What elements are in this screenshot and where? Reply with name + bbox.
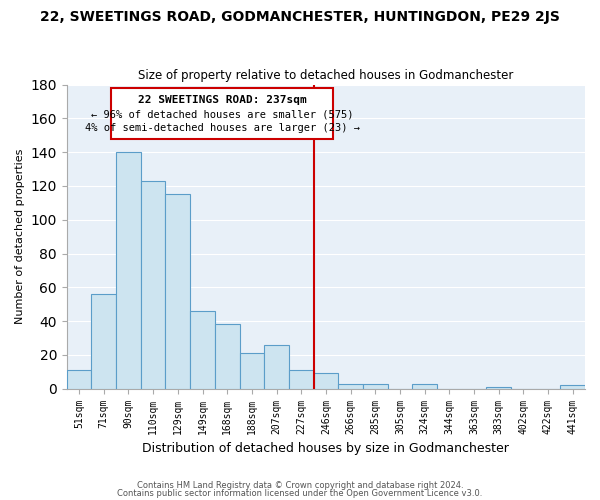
Bar [166,194,190,388]
Bar [91,294,116,388]
Bar [141,181,166,388]
Bar [486,387,511,388]
Bar [239,353,264,388]
Bar [264,345,289,389]
Bar [67,370,91,388]
Bar [116,152,141,388]
Text: Contains HM Land Registry data © Crown copyright and database right 2024.: Contains HM Land Registry data © Crown c… [137,481,463,490]
Bar [363,384,388,388]
Bar [190,311,215,388]
Y-axis label: Number of detached properties: Number of detached properties [15,149,25,324]
Bar [412,384,437,388]
Title: Size of property relative to detached houses in Godmanchester: Size of property relative to detached ho… [138,69,514,82]
Bar [338,384,363,388]
Text: 22 SWEETINGS ROAD: 237sqm: 22 SWEETINGS ROAD: 237sqm [138,94,307,104]
FancyBboxPatch shape [111,88,333,138]
Text: ← 96% of detached houses are smaller (575): ← 96% of detached houses are smaller (57… [91,110,353,120]
Bar [560,386,585,388]
Text: 4% of semi-detached houses are larger (23) →: 4% of semi-detached houses are larger (2… [85,124,360,134]
Bar [215,324,239,388]
Bar [314,374,338,388]
Bar [289,370,314,388]
Text: Contains public sector information licensed under the Open Government Licence v3: Contains public sector information licen… [118,488,482,498]
X-axis label: Distribution of detached houses by size in Godmanchester: Distribution of detached houses by size … [142,442,509,455]
Text: 22, SWEETINGS ROAD, GODMANCHESTER, HUNTINGDON, PE29 2JS: 22, SWEETINGS ROAD, GODMANCHESTER, HUNTI… [40,10,560,24]
